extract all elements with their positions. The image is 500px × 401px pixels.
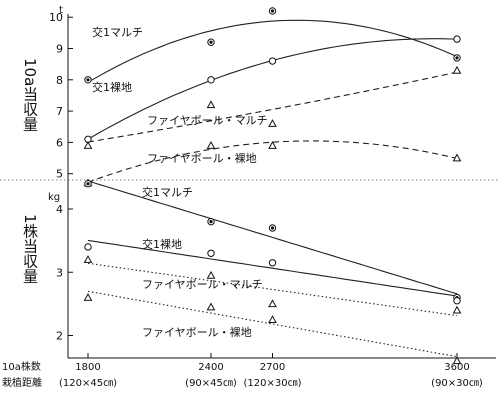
data-point-0-1-1 [207,76,215,84]
y-tick-label: 6 [56,136,63,149]
data-point-0-1-2 [268,57,277,65]
top-y-axis-label: 10a当収量 [21,58,39,131]
series-line-1-3 [87,290,458,358]
top-y-unit: t [59,5,63,16]
series-line-1-1 [87,239,458,297]
series-line-0-3 [87,140,458,183]
series-label-fb-bare-bottom: ファイヤボール・裸地 [142,325,252,339]
series-label-k1-mulch-top: 交1マルチ [92,25,143,39]
data-point-core-0-0-0 [86,78,90,82]
data-point-core-1-0-2 [270,226,275,230]
data-point-0-2-1 [206,100,216,109]
data-point-1-3-0 [83,293,93,301]
data-point-0-3-3 [452,153,462,162]
series-label-fb-bare-top: ファイヤボール・裸地 [147,151,257,165]
y-tick-label: 5 [56,168,63,181]
y-tick-label: 7 [56,105,63,118]
data-point-1-1-1 [207,249,215,257]
data-point-1-2-1 [206,270,216,279]
x-tick-label: 3600 [444,362,469,373]
data-point-0-2-3 [452,65,462,74]
series-line-0-0 [87,19,458,83]
series-label-fb-mulch-bottom: ファイヤボール・マルチ [142,278,263,291]
x-spacing-label: (120×30㎝) [244,378,302,389]
data-point-core-0-0-1 [209,40,213,44]
series-label-k1-mulch-bottom: 交1マルチ [142,185,193,199]
data-point-1-2-2 [268,299,277,308]
x-spacing-label: (90×45㎝) [185,378,237,389]
bottom-y-unit: kg [48,192,60,203]
y-tick-label: 2 [56,330,63,343]
x-row-label-spacing: 栽植距離 [2,376,42,389]
data-point-core-1-0-1 [209,220,213,224]
x-tick-label: 1800 [75,362,100,373]
data-point-0-3-2 [268,141,277,149]
data-point-1-3-3 [452,356,462,365]
x-spacing-label: (120×45㎝) [59,378,117,389]
bottom-y-axis-label: 1株当収量 [21,214,39,284]
series-label-k1-bare-top: 交1裸地 [92,80,132,94]
series-label-k1-bare-bottom: 交1裸地 [142,237,182,251]
x-row-label-count: 10a株数 [2,360,41,373]
data-point-core-0-0-3 [455,56,459,60]
series-label-fb-mulch-top: ファイヤボール・マルチ [147,114,268,127]
data-point-0-2-0 [83,141,93,149]
y-tick-label: 10 [49,11,63,24]
data-point-1-1-2 [268,259,277,267]
data-point-1-2-3 [452,305,462,314]
x-tick-label: 2700 [260,362,285,373]
series-line-0-2 [87,71,458,143]
series-line-1-0 [87,180,458,295]
y-tick-label: 9 [56,43,63,56]
data-point-1-3-1 [206,302,216,311]
y-tick-label: 3 [56,266,63,279]
y-tick-label: 4 [56,203,63,216]
data-point-1-1-0 [84,243,92,251]
data-point-1-1-3 [453,297,461,305]
x-tick-label: 2400 [198,362,223,373]
y-tick-label: 8 [56,74,63,87]
data-point-core-0-0-2 [270,9,275,13]
data-point-0-2-2 [268,119,277,127]
data-point-1-2-0 [83,255,93,263]
data-point-core-1-0-0 [86,182,90,186]
data-point-0-1-3 [453,35,461,43]
x-spacing-label: (90×30㎝) [431,378,483,389]
data-point-0-3-1 [206,141,216,149]
data-point-1-3-2 [268,315,277,323]
